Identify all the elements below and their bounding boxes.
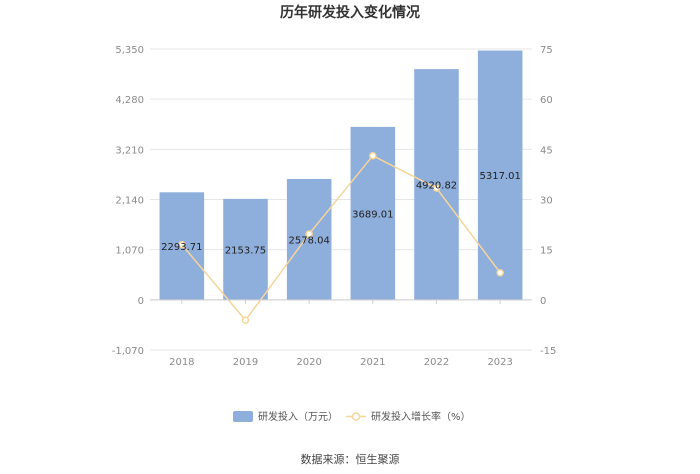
legend-label-line[interactable]: 研发投入增长率（%） — [371, 410, 471, 423]
source-note: 数据来源：恒生聚源 — [301, 452, 400, 466]
line-series — [178, 151, 504, 324]
growth-rate-line — [181, 154, 501, 322]
y-right-tick-label: 60 — [540, 95, 553, 106]
data-labels: 2293.71 2153.75 2578.04 3689.01 4920.82 5317.… — [161, 171, 521, 256]
y-right-tick-label: 30 — [540, 196, 553, 207]
y-right-tick-label: 0 — [540, 296, 546, 307]
bar-value-label-2023: 5317.01 — [479, 171, 520, 182]
bar-value-label-2022: 4920.82 — [416, 180, 457, 191]
y-right-tick-label: -15 — [540, 346, 556, 357]
x-tick-label-2022: 2022 — [424, 357, 449, 368]
chart-title: 历年研发投入变化情况 — [280, 4, 420, 21]
y-left-tick-label: 0 — [138, 296, 144, 307]
legend-marker-line — [351, 412, 361, 421]
x-tick-label-2018: 2018 — [169, 357, 194, 368]
bar-2020[interactable] — [286, 178, 332, 300]
grid-lines — [150, 48, 532, 351]
x-tick-label-2023: 2023 — [487, 357, 512, 368]
y-left-tick-label: 2,140 — [115, 196, 144, 207]
bar-value-label-2019: 2153.75 — [225, 245, 266, 256]
y-left-tick-label: 5,350 — [115, 45, 144, 56]
y-right-tick-label: 15 — [540, 246, 553, 257]
growth-point-2019[interactable] — [241, 316, 250, 324]
bar-2019[interactable] — [223, 198, 268, 300]
bar-value-label-2021: 3689.01 — [352, 209, 393, 220]
x-tick-label-2021: 2021 — [360, 357, 385, 368]
y-right-tick-label: 75 — [540, 45, 553, 56]
y-left-tick-label: 4,280 — [115, 95, 144, 106]
bar-value-label-2018: 2293.71 — [161, 242, 202, 253]
legend: 研发投入（万元） 研发投入增长率（%） — [233, 410, 471, 423]
bar-value-label-2020: 2578.04 — [288, 235, 329, 246]
y-left-tick-label: 3,210 — [115, 145, 144, 156]
legend-swatch-bar — [233, 411, 253, 422]
legend-label-bar[interactable]: 研发投入（万元） — [258, 410, 338, 423]
y-right-tick-label: 45 — [540, 145, 553, 156]
growth-point-2023[interactable] — [496, 268, 504, 277]
bar-2023[interactable] — [477, 50, 523, 300]
growth-point-2020[interactable] — [305, 230, 313, 238]
growth-point-2022[interactable] — [432, 184, 441, 192]
y-left-tick-label: -1,070 — [112, 346, 144, 357]
axes: 5,350 75 4,280 60 3,210 45 2,140 30 1,070 15 0 0 -1,… — [112, 45, 557, 368]
bar-series — [159, 50, 523, 300]
growth-point-2018[interactable] — [178, 240, 186, 249]
growth-point-2021[interactable] — [369, 151, 377, 160]
x-tick-label-2019: 2019 — [233, 357, 258, 368]
x-tick-label-2020: 2020 — [296, 357, 321, 368]
y-left-tick-label: 1,070 — [115, 246, 144, 257]
